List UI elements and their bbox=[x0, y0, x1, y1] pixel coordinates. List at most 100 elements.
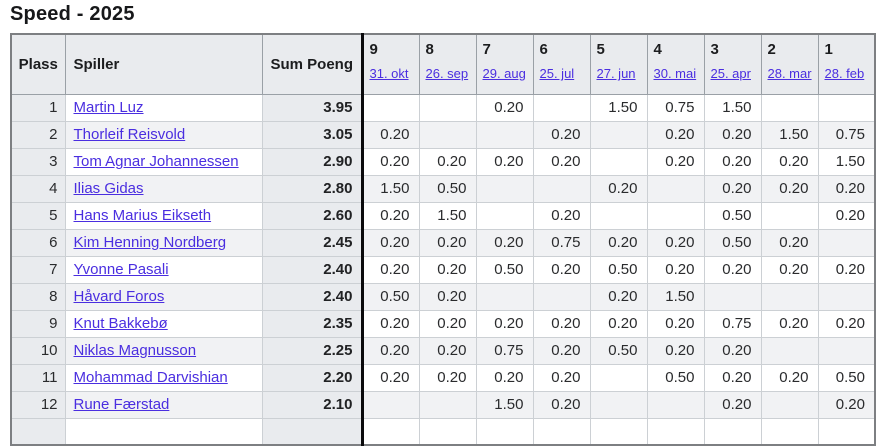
player-link[interactable]: Yvonne Pasali bbox=[73, 261, 169, 278]
table-row: 1 Martin Luz 3.95 0.20 1.50 0.75 1.50 bbox=[10, 93, 876, 122]
round-header: 1 28. feb bbox=[817, 33, 876, 95]
player-link[interactable]: Knut Bakkebø bbox=[73, 315, 168, 332]
rank-cell: 7 bbox=[10, 255, 66, 284]
score-cell bbox=[646, 174, 705, 203]
round-date: 31. okt bbox=[370, 67, 419, 81]
score-cell: 0.75 bbox=[532, 228, 591, 257]
round-date-link[interactable]: 28. mar bbox=[767, 66, 812, 81]
score-cell bbox=[817, 336, 876, 365]
score-cell bbox=[418, 390, 477, 419]
score-cell bbox=[646, 417, 705, 446]
score-cell bbox=[418, 93, 477, 122]
rank-cell bbox=[10, 417, 66, 446]
score-cell bbox=[817, 282, 876, 311]
score-cell bbox=[475, 174, 534, 203]
round-number: 4 bbox=[653, 41, 662, 58]
score-cell bbox=[589, 390, 648, 419]
score-cell: 0.20 bbox=[532, 147, 591, 176]
score-cell: 0.20 bbox=[760, 228, 819, 257]
player-link[interactable]: Kim Henning Nordberg bbox=[73, 234, 227, 251]
score-cell bbox=[589, 417, 648, 446]
score-cell: 0.20 bbox=[418, 255, 477, 284]
table-row: 9 Knut Bakkebø 2.35 0.20 0.20 0.20 0.20 0.20 0.2… bbox=[10, 309, 876, 338]
score-cell: 0.20 bbox=[817, 390, 876, 419]
round-date-link[interactable]: 25. jul bbox=[539, 66, 575, 81]
round-header: 5 27. jun bbox=[589, 33, 648, 95]
score-cell: 0.20 bbox=[360, 336, 420, 365]
score-cell: 0.20 bbox=[646, 147, 705, 176]
player-link[interactable]: Rune Færstad bbox=[73, 396, 170, 413]
score-cell: 1.50 bbox=[475, 390, 534, 419]
table-row: 12 Rune Færstad 2.10 1.50 0.20 0.20 0.20 bbox=[10, 390, 876, 419]
score-cell: 1.50 bbox=[817, 147, 876, 176]
score-cell: 0.20 bbox=[360, 120, 420, 149]
score-cell: 0.20 bbox=[418, 282, 477, 311]
round-date-link[interactable]: 30. mai bbox=[653, 66, 697, 81]
score-cell bbox=[418, 120, 477, 149]
score-cell: 1.50 bbox=[360, 174, 420, 203]
score-cell: 0.20 bbox=[360, 309, 420, 338]
round-date-link[interactable]: 25. apr bbox=[710, 66, 751, 81]
score-cell bbox=[817, 417, 876, 446]
table-row: 8 Håvard Foros 2.40 0.50 0.20 0.20 1.50 bbox=[10, 282, 876, 311]
score-cell: 0.50 bbox=[589, 336, 648, 365]
round-date-link[interactable]: 26. sep bbox=[425, 66, 469, 81]
score-cell: 0.20 bbox=[418, 228, 477, 257]
score-cell: 0.50 bbox=[360, 282, 420, 311]
player-link[interactable]: Niklas Magnusson bbox=[73, 342, 197, 359]
player-link[interactable]: Håvard Foros bbox=[73, 288, 165, 305]
player-link[interactable]: Tom Agnar Johannessen bbox=[73, 153, 239, 170]
score-cell: 0.20 bbox=[760, 147, 819, 176]
round-date: 26. sep bbox=[426, 67, 476, 81]
score-cell: 0.20 bbox=[817, 174, 876, 203]
score-cell bbox=[760, 282, 819, 311]
player-link[interactable]: Hans Marius Eikseth bbox=[73, 207, 212, 224]
round-date-link[interactable]: 31. okt bbox=[369, 66, 409, 81]
player-link[interactable]: Ilias Gidas bbox=[73, 180, 144, 197]
score-cell bbox=[532, 174, 591, 203]
table-header: Plass Spiller Sum Poeng 9 31. okt 8 26. sep… bbox=[10, 33, 876, 95]
score-cell bbox=[817, 228, 876, 257]
table-row: 6 Kim Henning Nordberg 2.45 0.20 0.20 0.20 0.7… bbox=[10, 228, 876, 257]
round-number: 3 bbox=[710, 41, 719, 58]
score-cell: 0.20 bbox=[589, 174, 648, 203]
score-cell: 0.75 bbox=[646, 93, 705, 122]
player-link[interactable]: Mohammad Darvishian bbox=[73, 369, 228, 386]
player-cell: Kim Henning Nordberg bbox=[64, 228, 263, 257]
score-cell: 0.20 bbox=[760, 174, 819, 203]
score-cell: 0.20 bbox=[360, 201, 420, 230]
score-cell: 0.20 bbox=[760, 255, 819, 284]
score-cell: 0.75 bbox=[475, 336, 534, 365]
score-cell: 0.20 bbox=[817, 309, 876, 338]
score-cell: 0.20 bbox=[703, 255, 762, 284]
score-cell bbox=[532, 282, 591, 311]
score-cell: 0.20 bbox=[532, 255, 591, 284]
score-cell: 0.20 bbox=[360, 147, 420, 176]
column-header-spiller: Spiller bbox=[64, 33, 263, 95]
score-cell: 0.50 bbox=[703, 228, 762, 257]
table-row: 7 Yvonne Pasali 2.40 0.20 0.20 0.50 0.20 0.50 0.… bbox=[10, 255, 876, 284]
score-cell bbox=[589, 120, 648, 149]
score-cell: 0.20 bbox=[475, 147, 534, 176]
score-cell bbox=[817, 93, 876, 122]
sum-cell: 2.45 bbox=[261, 228, 363, 257]
score-cell: 1.50 bbox=[589, 93, 648, 122]
score-cell bbox=[532, 417, 591, 446]
score-cell bbox=[589, 147, 648, 176]
score-cell bbox=[703, 417, 762, 446]
player-link[interactable]: Martin Luz bbox=[73, 99, 144, 116]
round-header: 4 30. mai bbox=[646, 33, 705, 95]
player-link[interactable]: Thorleif Reisvold bbox=[73, 126, 186, 143]
score-cell: 0.20 bbox=[360, 363, 420, 392]
score-cell: 0.50 bbox=[589, 255, 648, 284]
round-number: 6 bbox=[539, 41, 548, 58]
sum-cell: 2.40 bbox=[261, 282, 363, 311]
round-date: 27. jun bbox=[597, 67, 647, 81]
table-row: 4 Ilias Gidas 2.80 1.50 0.50 0.20 0.20 0.20 0.20 bbox=[10, 174, 876, 203]
score-cell bbox=[360, 93, 420, 122]
round-date-link[interactable]: 29. aug bbox=[482, 66, 526, 81]
header-row: Plass Spiller Sum Poeng 9 31. okt 8 26. sep… bbox=[10, 33, 876, 95]
round-date-link[interactable]: 27. jun bbox=[596, 66, 636, 81]
round-date-link[interactable]: 28. feb bbox=[824, 66, 865, 81]
rank-cell: 3 bbox=[10, 147, 66, 176]
